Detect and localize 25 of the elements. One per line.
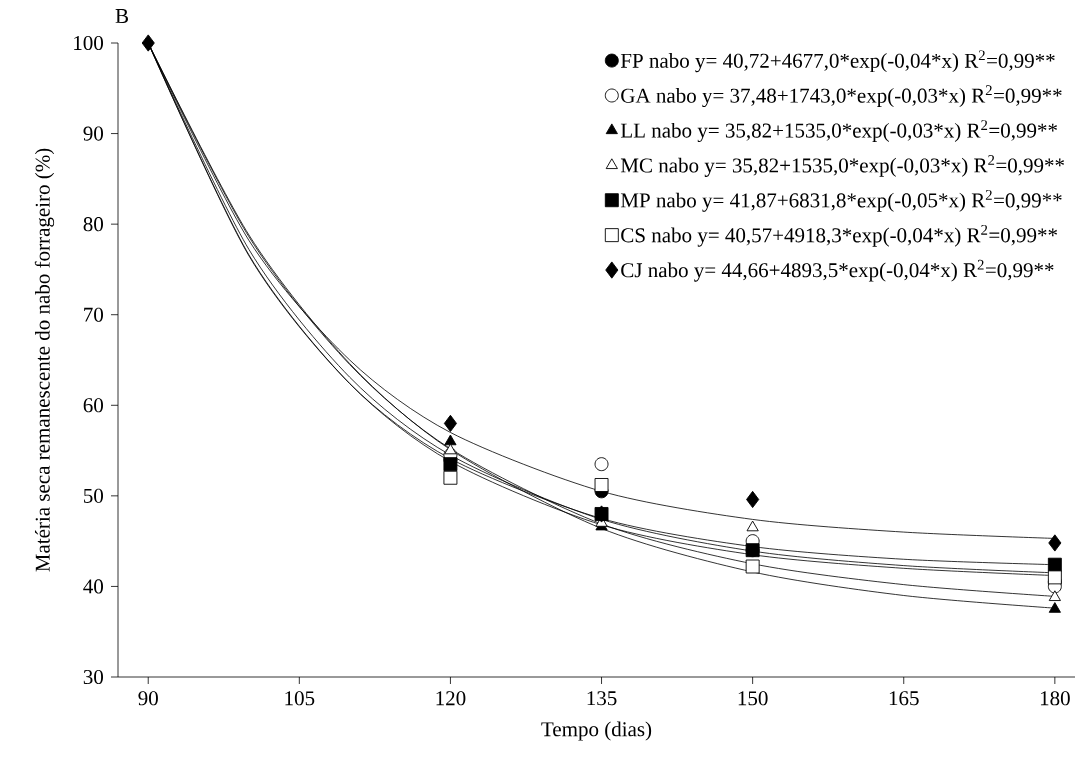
x-tick-label: 105 (285, 691, 315, 706)
legend-label: MC nabo y= 35,82+1535,0*exp(-0,03*x) R$^{2}$=0,99** (620, 155, 1064, 177)
y-tick-label: 90 (83, 126, 104, 141)
x-tick-label: 150 (738, 691, 768, 706)
x-axis-title: Tempo (dias) (541, 721, 652, 741)
y-tick-label: 100 (74, 35, 104, 51)
legend-label: CS nabo y= 40,57+4918,3*exp(-0,04*x) R$^{2}$=0,99** (621, 224, 1057, 247)
legend-label: FP nabo y= 40,72+4677,0*exp(-0,04*x) R$^{2}$=0,99** (620, 50, 1055, 73)
text: B (115, 9, 128, 23)
y-tick-label: 40 (83, 579, 104, 594)
y-tick-label: 60 (83, 398, 104, 413)
x-tick-label: 180 (1040, 691, 1070, 706)
x-tick-label: 165 (889, 691, 919, 706)
legend-label: CJ nabo y= 44,66+4893,5*exp(-0,04*x) R$^{2}$=0,99** (621, 259, 1054, 282)
y-tick-label: 80 (83, 217, 104, 232)
legend-label: GA nabo y= 37,48+1743,0*exp(-0,03*x) R$^{2}$=0,99** (621, 85, 1062, 108)
x-tick-label: 135 (587, 691, 617, 706)
y-axis-title: Matéria seca remanescente do nabo forrageiro (%) (34, 148, 55, 572)
legend-label: MP nabo y= 41,87+6831,8*exp(-0,05*x) R$^{2}$=0,99** (620, 190, 1062, 212)
legend-label: LL nabo y= 35,82+1535,0*exp(-0,03*x) R$^{2}$=0,99** (620, 120, 1057, 142)
x-tick-label: 120 (436, 691, 466, 706)
x-tick-label: 90 (138, 691, 158, 706)
y-tick-label: 30 (83, 669, 104, 685)
y-tick-label: 50 (84, 488, 104, 503)
y-tick-label: 70 (84, 307, 104, 322)
